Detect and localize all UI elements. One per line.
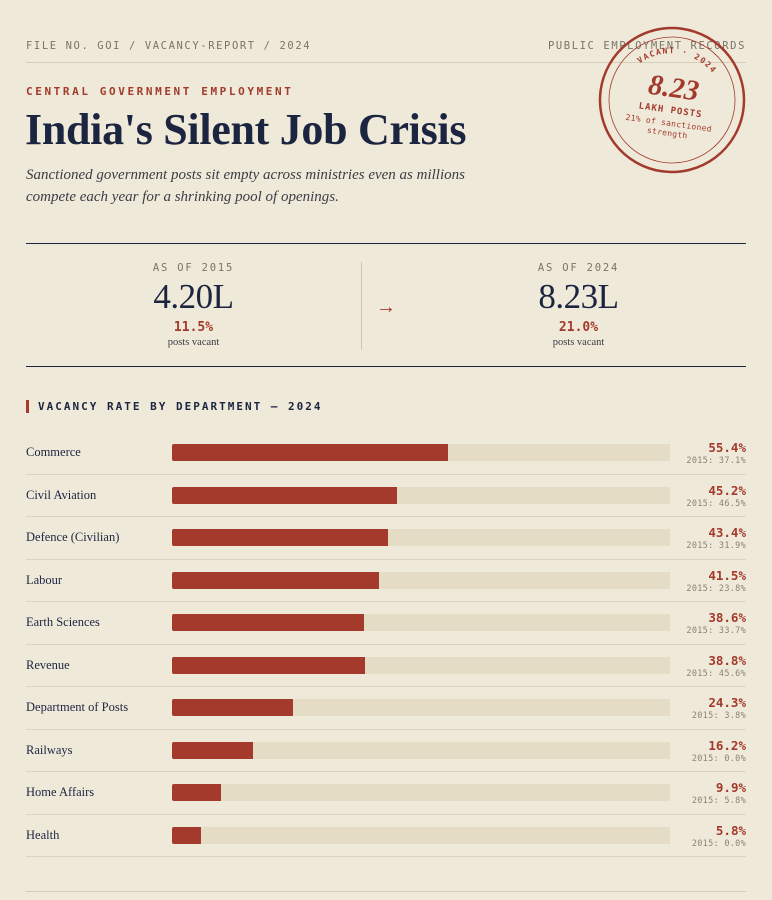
bar [172,529,389,546]
value-label: 41.5% [708,567,746,583]
bar-track [172,656,670,674]
bar [172,699,293,716]
stat-value: 8.23L [538,277,619,316]
value-label: 55.4% [708,440,746,455]
stat-note: posts vacant [167,337,220,348]
stamp-top-text: VACANT · 2024 [635,41,721,76]
bar-track [172,699,670,716]
bar-row: Labour 41.5% 2015: 23.8% [26,560,746,602]
category-label: Home Affairs [26,785,95,799]
stats-panel: AS OF 2015 4.20L 11.5% posts vacant → AS… [26,243,746,367]
bar-row: Health 5.8% 2015: 0.0% [26,815,746,857]
category-label: Railways [26,742,73,757]
previous-value-label: 2015: 3.8% [691,711,746,721]
bar-row: Department of Posts 24.3% 2015: 3.8% [26,687,746,730]
category-label: Commerce [26,445,81,459]
bar-track [172,784,670,801]
footer-divider [26,891,746,892]
stat-label: AS OF 2015 [152,262,235,274]
category-label: Labour [26,572,63,587]
stat-2015: AS OF 2015 4.20L 11.5% posts vacant [26,244,361,348]
previous-value-label: 2015: 46.5% [686,498,746,509]
value-label: 38.6% [708,610,746,625]
value-label: 45.2% [708,482,746,498]
value-label: 9.9% [715,780,746,795]
bar-track [172,444,670,461]
stamp-value: 8.23 [646,69,701,108]
records-label: PUBLIC EMPLOYMENT RECORDS [547,40,746,52]
department-bar-chart: Commerce 55.4% 2015: 37.1% Civil Aviation 45… [26,432,746,857]
category-label: Civil Aviation [26,487,97,502]
bar [172,444,448,461]
value-label: 43.4% [708,525,746,540]
bar-track [172,741,670,759]
category-label: Department of Posts [26,700,129,714]
stat-percent: 11.5% [173,320,214,335]
page-subtitle: Sanctioned government posts sit empty ac… [26,167,465,205]
bar [172,614,365,631]
previous-value-label: 2015: 33.7% [686,626,746,636]
previous-value-label: 2015: 23.8% [686,583,746,594]
kicker: CENTRAL GOVERNMENT EMPLOYMENT [26,85,294,98]
stat-value: 4.20L [153,277,234,316]
category-label: Revenue [26,657,70,672]
bar [172,656,366,674]
value-label: 16.2% [708,737,746,753]
bar [172,741,253,759]
bar-row: Earth Sciences 38.6% 2015: 33.7% [26,602,746,645]
bar-row: Railways 16.2% 2015: 0.0% [26,730,746,772]
stat-label: AS OF 2024 [537,262,620,274]
previous-value-label: 2015: 31.9% [686,541,746,551]
stats-divider [361,262,362,350]
previous-value-label: 2015: 45.6% [686,668,746,679]
stat-2024: AS OF 2024 8.23L 21.0% posts vacant [411,244,746,348]
bar-track [172,486,670,504]
category-label: Defence (Civilian) [26,530,120,544]
bar-track [172,529,670,546]
bar-row: Defence (Civilian) 43.4% 2015: 31.9% [26,517,746,560]
arrow-icon: → [376,296,396,318]
bar [172,571,379,589]
value-label: 24.3% [708,695,746,710]
page-title: India's Silent Job Crisis [25,105,467,154]
bar-track [172,614,670,631]
previous-value-label: 2015: 0.0% [691,753,746,764]
bar [172,486,398,504]
file-number: FILE NO. GOI / VACANCY-REPORT / 2024 [26,40,312,52]
previous-value-label: 2015: 37.1% [686,456,746,466]
category-label: Health [26,827,60,842]
bar-row: Civil Aviation 45.2% 2015: 46.5% [26,475,746,517]
value-label: 5.8% [715,822,746,838]
section-title: VACANCY RATE BY DEPARTMENT — 2024 [26,400,323,413]
bar-track [172,826,670,844]
bar [172,784,222,801]
previous-value-label: 2015: 0.0% [691,838,746,849]
value-label: 38.8% [708,652,746,668]
bar [172,826,201,844]
previous-value-label: 2015: 5.8% [691,796,746,806]
category-label: Earth Sciences [26,615,100,629]
file-header: FILE NO. GOI / VACANCY-REPORT / 2024 PUB… [26,40,746,63]
bar-row: Home Affairs 9.9% 2015: 5.8% [26,772,746,815]
vacancy-stamp: VACANT · 2024 8.23 LAKH POSTS 21% of san… [598,26,746,174]
bar-row: Commerce 55.4% 2015: 37.1% [26,432,746,475]
svg-text:VACANT · 2024: VACANT · 2024 [635,41,721,76]
stat-note: posts vacant [552,337,605,348]
stamp-outer-ring [598,26,746,174]
bar-track [172,571,670,589]
stat-percent: 21.0% [558,320,599,335]
bar-row: Revenue 38.8% 2015: 45.6% [26,645,746,687]
stamp-inner-ring [608,36,736,164]
